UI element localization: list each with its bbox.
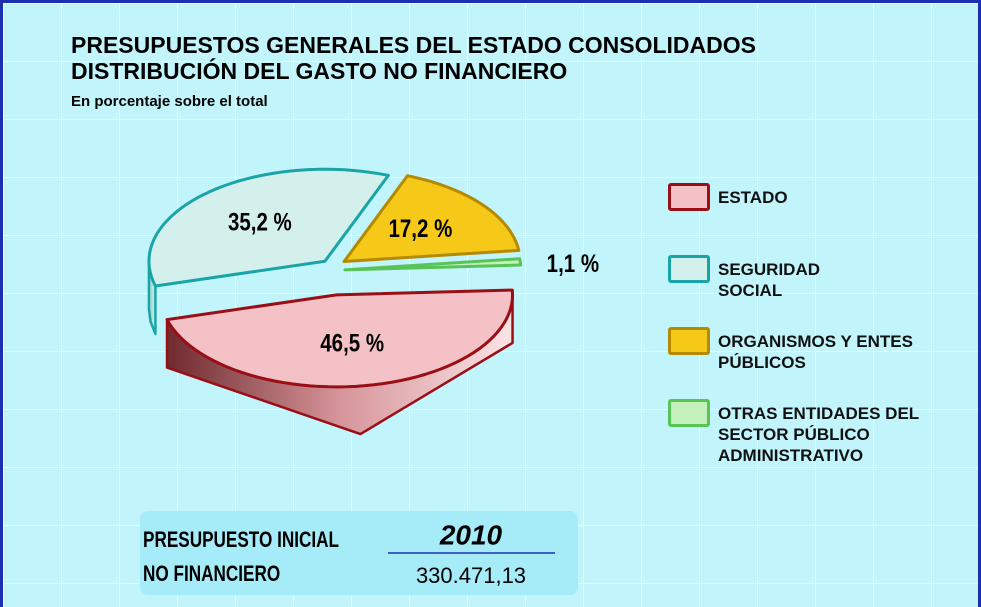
pie-slice <box>343 257 523 272</box>
data-label: 1,1 % <box>547 249 599 277</box>
legend-label: ORGANISMOS Y ENTES PÚBLICOS <box>718 332 913 372</box>
chart-svg: PRESUPUESTOS GENERALES DEL ESTADO CONSOL… <box>71 32 756 595</box>
data-label: 46,5 % <box>320 328 384 356</box>
data-label: 35,2 % <box>228 207 292 235</box>
data-label: 17,2 % <box>388 214 452 242</box>
chart-title: DISTRIBUCIÓN DEL GASTO NO FINANCIERO <box>71 57 567 84</box>
legend-item: OTRAS ENTIDADES DEL SECTOR PÚBLICO ADMIN… <box>668 399 968 466</box>
legend-swatch <box>668 327 710 355</box>
legend-item: ESTADO <box>668 183 918 211</box>
pie-slice <box>165 288 515 389</box>
budget-year: 2010 <box>439 519 503 550</box>
legend-swatch <box>668 399 710 427</box>
legend-item: ORGANISMOS Y ENTES PÚBLICOS <box>668 327 918 373</box>
legend-item: SEGURIDAD SOCIAL <box>668 255 868 301</box>
legend-swatch <box>668 255 710 283</box>
chart-title: PRESUPUESTOS GENERALES DEL ESTADO CONSOL… <box>71 32 756 58</box>
budget-label: NO FINANCIERO <box>143 562 280 587</box>
legend-label: ESTADO <box>718 188 788 207</box>
budget-label: PRESUPUESTO INICIAL <box>143 528 339 553</box>
pie-slice <box>147 167 390 288</box>
chart-subtitle: En porcentaje sobre el total <box>71 93 268 110</box>
legend-label: SEGURIDAD SOCIAL <box>718 260 821 300</box>
budget-box <box>140 511 578 595</box>
pie-slice <box>342 174 521 264</box>
legend-swatch <box>668 183 710 211</box>
legend-label: OTRAS ENTIDADES DEL SECTOR PÚBLICO ADMIN… <box>718 404 919 465</box>
budget-amount: 330.471,13 <box>416 563 526 588</box>
